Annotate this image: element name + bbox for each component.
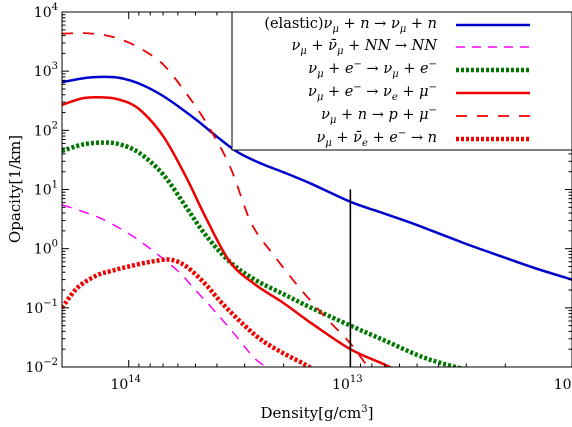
series-layer [62,32,572,367]
y-tick-label: 104 [34,2,58,21]
x-tick-label: 1012 [554,374,572,393]
series-line-electron-absorb [62,95,393,367]
y-axis-label: Opacity[1/km] [6,135,24,243]
legend-label-electron-absorb: νμ + e− → νe + μ− [308,82,437,103]
x-tick-label: 1013 [332,374,363,393]
y-tick-label: 10−1 [25,298,58,317]
y-tick-label: 101 [34,180,58,199]
legend-label-electron-scatter: νμ + e− → νμ + e− [308,59,437,80]
series-line-nucleon-absorb [62,32,369,367]
legend-label-three-body: νμ + ν̄e + e− → n [316,128,437,149]
series-line-pair [62,204,268,367]
legend-label-elastic: (elastic)νμ + n → νμ + n [264,16,437,35]
y-tick-label: 10−2 [25,357,58,376]
legend-label-nucleon-absorb: νμ + n → p + μ− [321,105,437,126]
legend-label-pair: νμ + ν̄μ + NN → NN [291,38,438,57]
series-line-three-body [62,257,314,367]
legend-box [231,11,572,151]
series-line-elastic [62,75,572,281]
x-axis-label: Density[g/cm3] [261,404,374,422]
y-tick-label: 100 [34,239,58,258]
y-tick-label: 103 [34,61,58,80]
x-tick-label: 1014 [110,374,141,393]
legend: (elastic)νμ + n → νμ + n νμ + ν̄μ + NN →… [231,11,572,151]
y-tick-label: 102 [34,120,58,139]
